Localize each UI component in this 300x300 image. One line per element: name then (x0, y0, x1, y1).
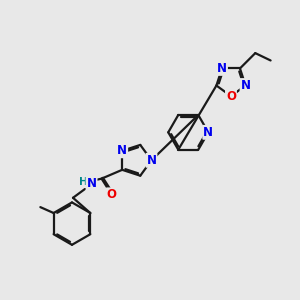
Text: N: N (203, 126, 213, 139)
Text: N: N (241, 79, 250, 92)
Text: N: N (146, 154, 157, 167)
Text: N: N (217, 62, 227, 75)
Text: O: O (226, 90, 236, 103)
Text: H: H (79, 177, 88, 187)
Text: N: N (117, 144, 127, 157)
Text: O: O (107, 188, 117, 201)
Text: N: N (87, 178, 97, 190)
